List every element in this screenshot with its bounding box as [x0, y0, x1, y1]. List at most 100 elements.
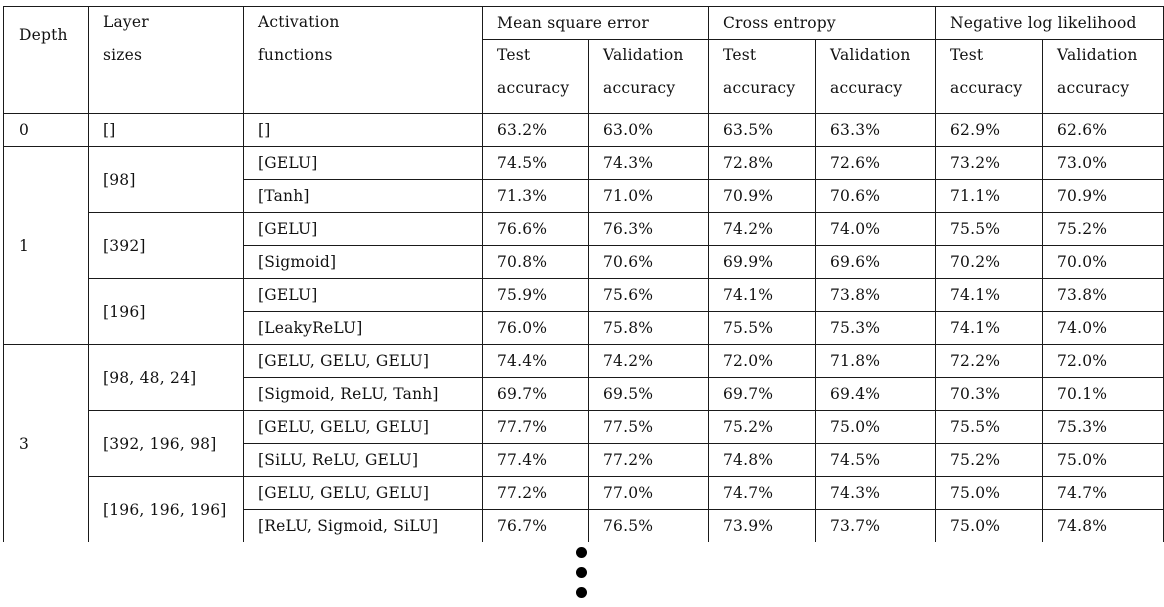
activation-cell: [Tanh]	[243, 179, 483, 213]
ce-test-cell: 73.9%	[708, 509, 816, 542]
mse-validation-cell: 63.0%	[588, 113, 709, 147]
activation-cell: [GELU]	[243, 278, 483, 312]
header-group-cross-entropy: Cross entropy	[708, 6, 936, 40]
nll-test-cell: 71.1%	[935, 179, 1043, 213]
vertical-ellipsis-icon	[576, 547, 588, 607]
ce-validation-cell: 75.3%	[815, 311, 936, 345]
header-layer-sizes-line1: Layer	[103, 13, 149, 31]
header-group-mse-label: Mean square error	[497, 14, 649, 32]
ce-test-cell: 63.5%	[708, 113, 816, 147]
mse-validation-cell: 77.2%	[588, 443, 709, 477]
activation-cell: [GELU, GELU, GELU]	[243, 476, 483, 510]
mse-test-cell: 69.7%	[482, 377, 589, 411]
layer-sizes-cell: [392, 196, 98]	[88, 410, 244, 477]
nll-test-cell: 72.2%	[935, 344, 1043, 378]
ce-test-cell: 75.2%	[708, 410, 816, 444]
nll-validation-cell: 73.0%	[1042, 146, 1164, 180]
ce-validation-cell: 74.0%	[815, 212, 936, 246]
layer-sizes-cell: [196, 196, 196]	[88, 476, 244, 542]
header-ce-validation: Validation accuracy	[815, 39, 936, 114]
ellipsis-dot	[576, 547, 587, 558]
results-table: Depth Layer sizes Activation functions M…	[3, 6, 1164, 542]
activation-cell: [Sigmoid]	[243, 245, 483, 279]
ce-validation-cell: 63.3%	[815, 113, 936, 147]
header-group-mse: Mean square error	[482, 6, 709, 40]
depth-cell: 3	[3, 344, 89, 542]
nll-test-cell: 75.5%	[935, 212, 1043, 246]
mse-test-cell: 76.6%	[482, 212, 589, 246]
table-row: [196, 196, 196] [GELU, GELU, GELU] 77.2%…	[4, 476, 1164, 542]
metric-test-line1: Test	[950, 46, 984, 64]
nll-validation-cell: 74.0%	[1042, 311, 1164, 345]
mse-test-cell: 77.2%	[482, 476, 589, 510]
ce-validation-cell: 71.8%	[815, 344, 936, 378]
ce-test-cell: 74.1%	[708, 278, 816, 312]
table-row: 3 [98, 48, 24] [GELU, GELU, GELU] 74.4% …	[3, 344, 1164, 542]
layer-sizes-cell: [98, 48, 24]	[88, 344, 244, 411]
header-layer-sizes-line2: sizes	[103, 46, 143, 64]
header-depth: Depth	[3, 6, 89, 114]
nll-test-cell: 74.1%	[935, 311, 1043, 345]
activation-cell: [ReLU, Sigmoid, SiLU]	[243, 509, 483, 542]
ce-validation-cell: 74.3%	[815, 476, 936, 510]
ce-validation-cell: 69.4%	[815, 377, 936, 411]
ellipsis-dot	[576, 587, 587, 598]
header-activation-line1: Activation	[258, 13, 340, 31]
header-nll-test: Test accuracy	[935, 39, 1043, 114]
ce-test-cell: 69.7%	[708, 377, 816, 411]
table-row: [392] [GELU] 76.6% 76.3% 74.2% 74.0% 75.…	[4, 212, 1164, 279]
table-row: 0 [] [] 63.2% 63.0% 63.5% 63.3% 62.9% 62…	[3, 113, 1164, 147]
header-mse-test: Test accuracy	[482, 39, 589, 114]
header-layer-sizes: Layer sizes	[88, 6, 244, 114]
mse-test-cell: 70.8%	[482, 245, 589, 279]
mse-validation-cell: 76.5%	[588, 509, 709, 542]
mse-test-cell: 71.3%	[482, 179, 589, 213]
depth-cell: 0	[3, 113, 89, 147]
nll-validation-cell: 72.0%	[1042, 344, 1164, 378]
header-nll-validation: Validation accuracy	[1042, 39, 1164, 114]
nll-validation-cell: 75.3%	[1042, 410, 1164, 444]
activation-cell: [GELU]	[243, 212, 483, 246]
nll-validation-cell: 73.8%	[1042, 278, 1164, 312]
activation-cell: [Sigmoid, ReLU, Tanh]	[243, 377, 483, 411]
mse-validation-cell: 74.3%	[588, 146, 709, 180]
nll-test-cell: 75.2%	[935, 443, 1043, 477]
nll-test-cell: 70.3%	[935, 377, 1043, 411]
ce-test-cell: 75.5%	[708, 311, 816, 345]
ce-test-cell: 74.8%	[708, 443, 816, 477]
header-ce-test: Test accuracy	[708, 39, 816, 114]
mse-test-cell: 77.4%	[482, 443, 589, 477]
metric-test-line2: accuracy	[497, 79, 570, 97]
mse-validation-cell: 75.8%	[588, 311, 709, 345]
mse-validation-cell: 71.0%	[588, 179, 709, 213]
ce-test-cell: 69.9%	[708, 245, 816, 279]
activation-cell: [GELU]	[243, 146, 483, 180]
nll-test-cell: 75.5%	[935, 410, 1043, 444]
activation-cell: [GELU, GELU, GELU]	[243, 410, 483, 444]
mse-test-cell: 63.2%	[482, 113, 589, 147]
metric-test-line1: Test	[723, 46, 757, 64]
activation-cell: [GELU, GELU, GELU]	[243, 344, 483, 378]
metric-test-line2: accuracy	[723, 79, 796, 97]
metric-validation-line2: accuracy	[603, 79, 676, 97]
ce-validation-cell: 74.5%	[815, 443, 936, 477]
header-activation-line2: functions	[258, 46, 333, 64]
header-group-nll: Negative log likelihood	[935, 6, 1164, 40]
nll-validation-cell: 74.7%	[1042, 476, 1164, 510]
mse-test-cell: 76.7%	[482, 509, 589, 542]
header-group-nll-label: Negative log likelihood	[950, 14, 1137, 32]
nll-test-cell: 73.2%	[935, 146, 1043, 180]
ce-test-cell: 74.2%	[708, 212, 816, 246]
mse-test-cell: 75.9%	[482, 278, 589, 312]
metric-test-line1: Test	[497, 46, 531, 64]
nll-test-cell: 62.9%	[935, 113, 1043, 147]
mse-validation-cell: 74.2%	[588, 344, 709, 378]
metric-validation-line1: Validation	[603, 46, 684, 64]
mse-validation-cell: 70.6%	[588, 245, 709, 279]
header-activation-functions: Activation functions	[243, 6, 483, 114]
mse-validation-cell: 77.5%	[588, 410, 709, 444]
ce-validation-cell: 73.7%	[815, 509, 936, 542]
table-row: [LeakyReLU] 76.0% 75.8% 75.5% 75.3% 74.1…	[4, 311, 1164, 345]
table-row: 1 [98] [GELU] 74.5% 74.3% 72.8% 72.6% 73…	[3, 146, 1164, 345]
layer-sizes-cell: [196]	[88, 278, 244, 345]
